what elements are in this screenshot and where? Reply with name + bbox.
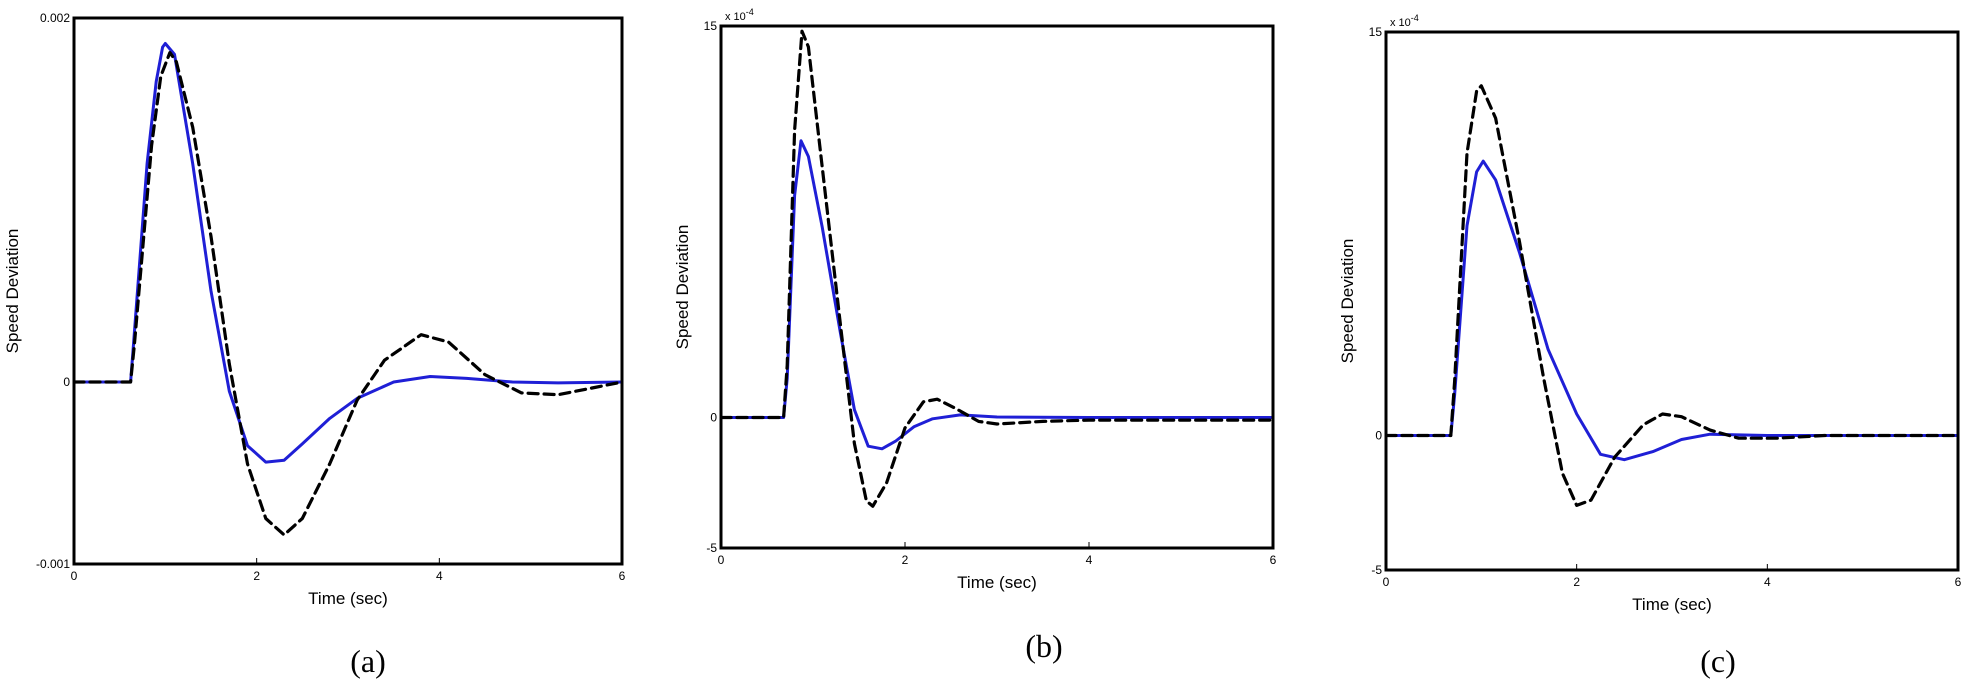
x-tick-label: 6: [1270, 553, 1277, 567]
plot-area: [74, 18, 622, 564]
x-axis-title: Time (sec): [1632, 595, 1712, 614]
plot-area: [721, 26, 1273, 548]
x-tick-label: 0: [71, 569, 78, 583]
dashed-series-line: [1386, 84, 1958, 507]
x-tick-label: 2: [253, 569, 260, 583]
x-tick-label: 2: [1573, 575, 1580, 589]
x-tick-label: 2: [902, 553, 909, 567]
dashed-series-line: [74, 51, 622, 537]
x-tick-label: 0: [1383, 575, 1390, 589]
x-tick-label: 4: [1764, 575, 1771, 589]
plot-area: [1386, 32, 1958, 570]
y-exponent-label: x 10-4: [725, 7, 754, 23]
y-tick-label: -5: [706, 541, 717, 555]
x-tick-label: 4: [436, 569, 443, 583]
series-group: [1386, 84, 1958, 507]
plot-frame: [719, 24, 1275, 550]
series-group: [74, 42, 622, 537]
x-axis-title: Time (sec): [957, 573, 1037, 592]
solid-series-line: [74, 42, 622, 464]
x-tick-label: 6: [1955, 575, 1962, 589]
x-axis-title: Time (sec): [308, 589, 388, 608]
y-tick-label: 15: [1369, 25, 1383, 39]
y-tick-label: -5: [1371, 563, 1382, 577]
y-tick-label: 0: [710, 411, 717, 425]
x-tick-label: 4: [1086, 553, 1093, 567]
y-exponent-label: x 10-4: [1390, 13, 1419, 29]
panel-caption: (a): [350, 643, 386, 679]
y-axis-title: Speed Deviation: [1338, 239, 1357, 364]
y-tick-label: 0: [1375, 429, 1382, 443]
y-tick-label: 15: [704, 19, 718, 33]
x-tick-label: 6: [619, 569, 626, 583]
solid-series-line: [1386, 159, 1958, 462]
dashed-series-line: [721, 29, 1273, 508]
panel-caption: (b): [1025, 628, 1062, 664]
y-tick-label: -0.001: [36, 557, 70, 571]
y-tick-label: 0.002: [40, 11, 70, 25]
y-axis-title: Speed Deviation: [673, 225, 692, 350]
x-tick-label: 0: [718, 553, 725, 567]
plot-frame: [72, 16, 624, 566]
panel-caption: (c): [1700, 643, 1736, 679]
series-group: [721, 29, 1273, 508]
plot-frame: [1384, 30, 1960, 572]
y-axis-title: Speed Deviation: [3, 229, 22, 354]
y-tick-label: 0: [63, 375, 70, 389]
